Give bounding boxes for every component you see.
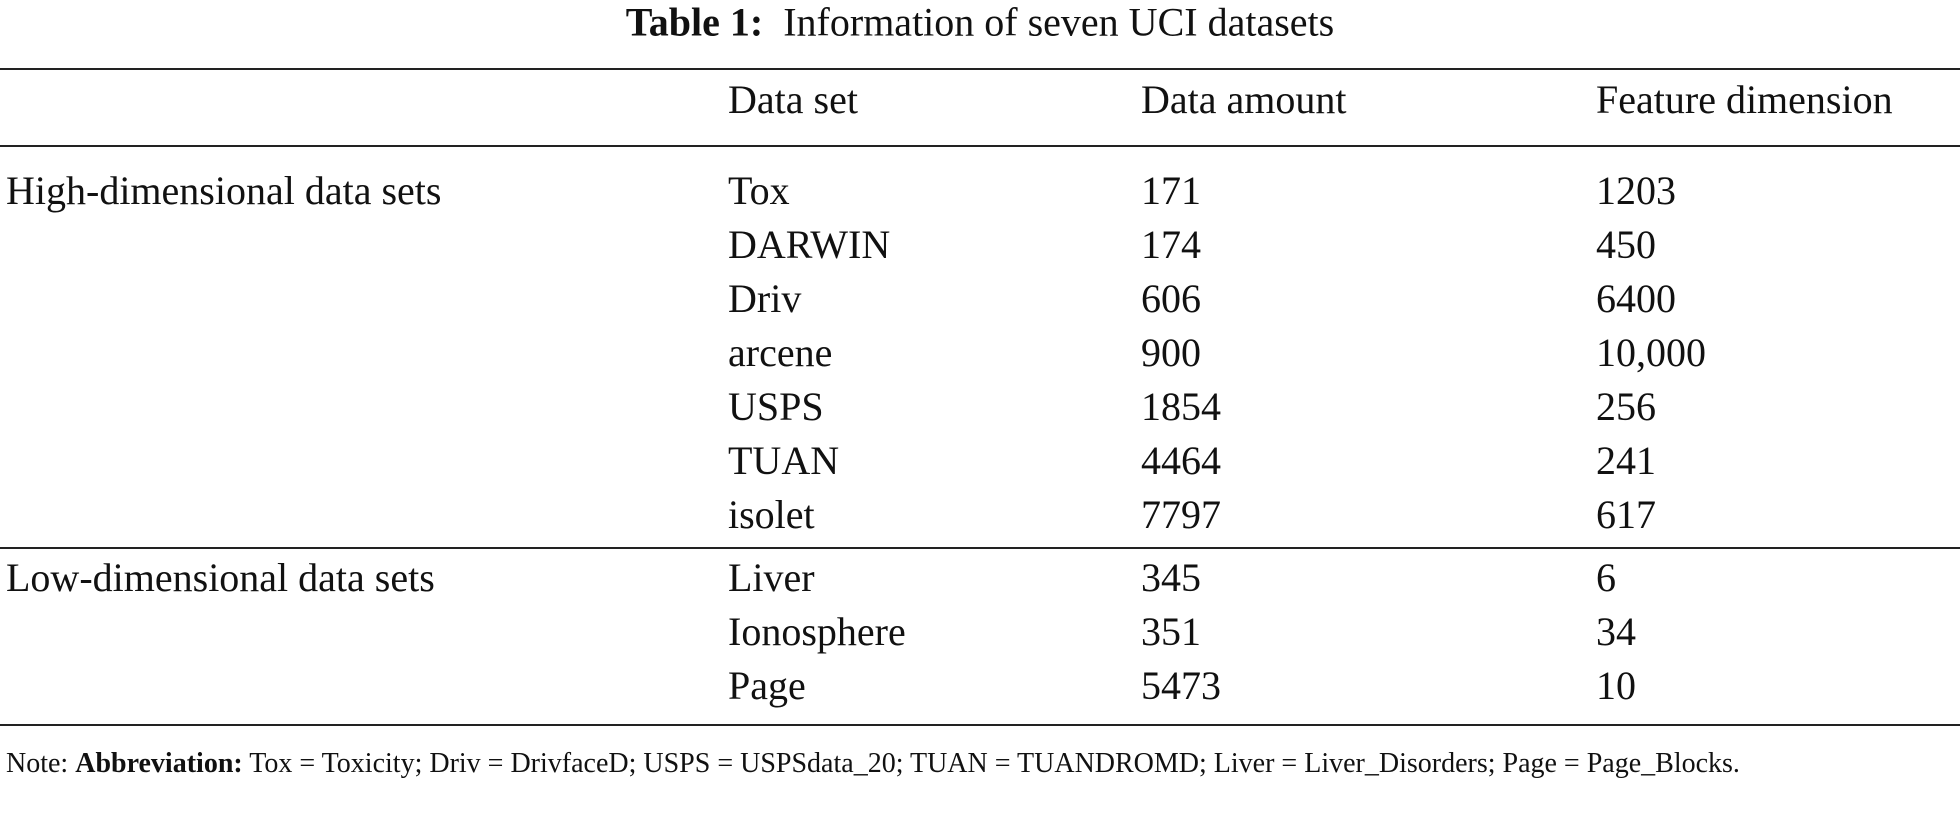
cell: 10,000	[1596, 330, 1706, 375]
cell: isolet	[728, 492, 815, 537]
caption-label: Table 1:	[625, 0, 764, 45]
cell: 450	[1596, 222, 1656, 267]
group-label: High-dimensional data sets	[6, 168, 442, 213]
cell: 351	[1141, 609, 1201, 654]
cell: 1203	[1596, 168, 1676, 213]
note-prefix: Note:	[6, 748, 69, 779]
cell: 174	[1141, 222, 1201, 267]
cell: Driv	[728, 276, 802, 321]
column-header: Data amount	[1141, 77, 1347, 122]
cell: 606	[1141, 276, 1201, 321]
group-rule	[0, 547, 1960, 549]
cell: Tox	[728, 168, 790, 213]
cell: 171	[1141, 168, 1201, 213]
cell: Ionosphere	[728, 609, 906, 654]
cell: 345	[1141, 555, 1201, 600]
cell: 10	[1596, 663, 1636, 708]
cell: USPS	[728, 384, 824, 429]
cell: Liver	[728, 555, 815, 600]
group-label: Low-dimensional data sets	[6, 555, 435, 600]
cell: Page	[728, 663, 806, 708]
cell: 34	[1596, 609, 1636, 654]
bottom-rule	[0, 724, 1960, 726]
top-rule	[0, 68, 1960, 70]
cell: 6	[1596, 555, 1616, 600]
caption-text: Information of seven UCI datasets	[783, 0, 1335, 45]
cell: 241	[1596, 438, 1656, 483]
table-caption: Table 1: Information of seven UCI datase…	[0, 0, 1960, 46]
column-header: Data set	[728, 77, 858, 122]
header-rule	[0, 145, 1960, 147]
cell: 4464	[1141, 438, 1221, 483]
cell: TUAN	[728, 438, 840, 483]
cell: 617	[1596, 492, 1656, 537]
note-bold: Abbreviation:	[75, 748, 243, 779]
column-header: Feature dimension	[1596, 77, 1893, 122]
cell: DARWIN	[728, 222, 891, 267]
cell: 256	[1596, 384, 1656, 429]
cell: 6400	[1596, 276, 1676, 321]
cell: 7797	[1141, 492, 1221, 537]
cell: 900	[1141, 330, 1201, 375]
cell: 1854	[1141, 384, 1221, 429]
cell: arcene	[728, 330, 833, 375]
table-note: Note: Abbreviation: Tox = Toxicity; Driv…	[6, 744, 1956, 784]
note-text: Tox = Toxicity; Driv = DrivfaceD; USPS =…	[249, 748, 1740, 779]
cell: 5473	[1141, 663, 1221, 708]
